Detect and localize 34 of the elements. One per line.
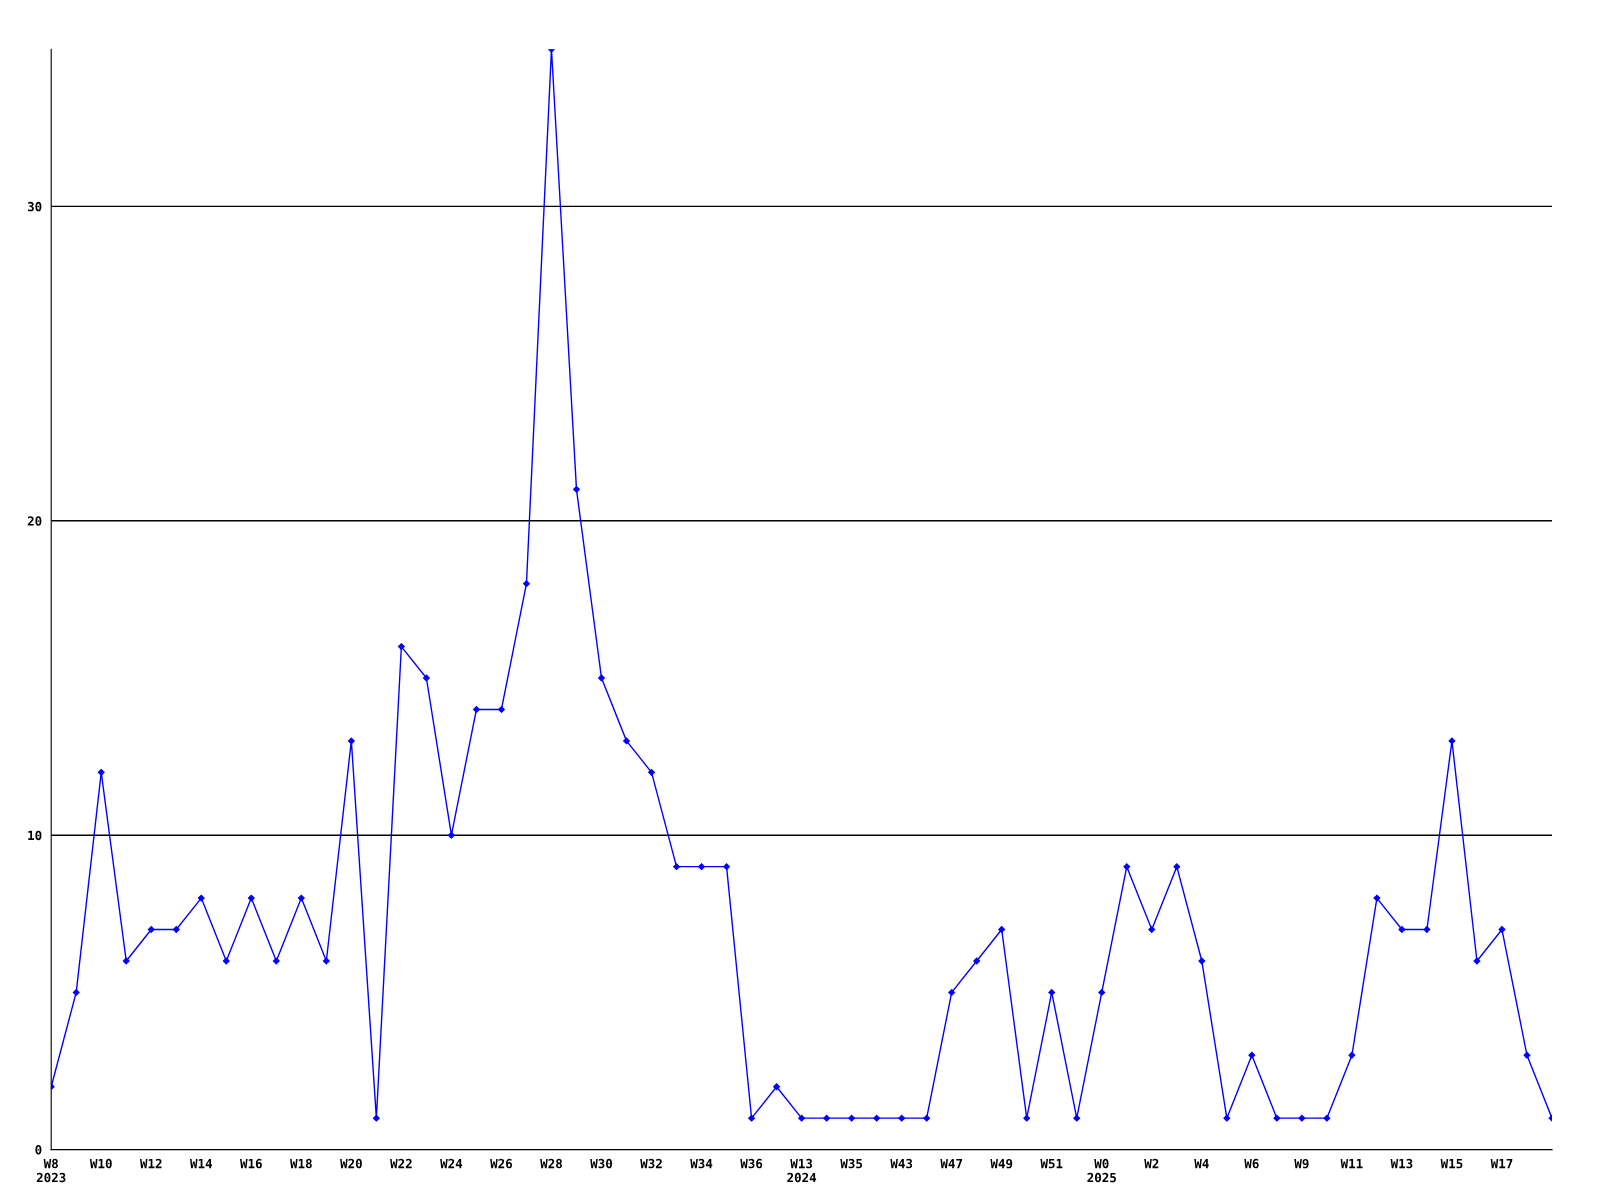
x-tick-label: W18 [290, 1158, 312, 1169]
x-tick-label: W24 [440, 1158, 463, 1169]
x-tick-label: W12 [139, 1158, 162, 1169]
x-tick-label: W9 [1294, 1158, 1309, 1169]
x-tick-label: W10 [89, 1158, 112, 1169]
x-tick-label: W43 [890, 1158, 913, 1169]
x-tick-label: W35 [840, 1158, 863, 1169]
x-tick-label: W28 [540, 1158, 562, 1169]
x-tick-label: W47 [940, 1159, 963, 1169]
y-tick-label: 30 [27, 201, 42, 212]
x-tick-label: W36 [740, 1158, 763, 1169]
x-tick-label: W22 [390, 1158, 412, 1169]
x-tick-label: W4 [1194, 1159, 1209, 1169]
y-tick-label: 10 [28, 830, 42, 841]
x-tick-label: W2 [1144, 1158, 1159, 1169]
x-tick-label: W11 [1340, 1159, 1363, 1169]
x-tick-label: W34 [690, 1158, 713, 1169]
x-tick-label: W26 [490, 1158, 513, 1169]
x-tick-label: W13 [1390, 1158, 1413, 1169]
x-tick-label: W14 [189, 1159, 213, 1169]
x-tick-label: W8 2023 [36, 1158, 66, 1183]
x-tick-label: W20 [340, 1158, 362, 1169]
x-tick-label: W0 2025 [1087, 1158, 1116, 1183]
x-tick-label: W49 [990, 1158, 1013, 1169]
x-tick-label: W17 [1490, 1159, 1513, 1169]
y-tick-label: 20 [27, 516, 42, 526]
x-tick-label: W6 [1244, 1158, 1259, 1169]
x-tick-label: W15 [1440, 1159, 1463, 1169]
x-tick-label: W16 [240, 1158, 262, 1169]
y-tick-label: 0 [35, 1145, 42, 1155]
x-tick-label: W32 [640, 1158, 662, 1169]
x-tick-label: W51 [1040, 1159, 1063, 1169]
x-tick-label: W13 2024 [787, 1158, 817, 1183]
x-tick-label: W30 [590, 1158, 613, 1169]
